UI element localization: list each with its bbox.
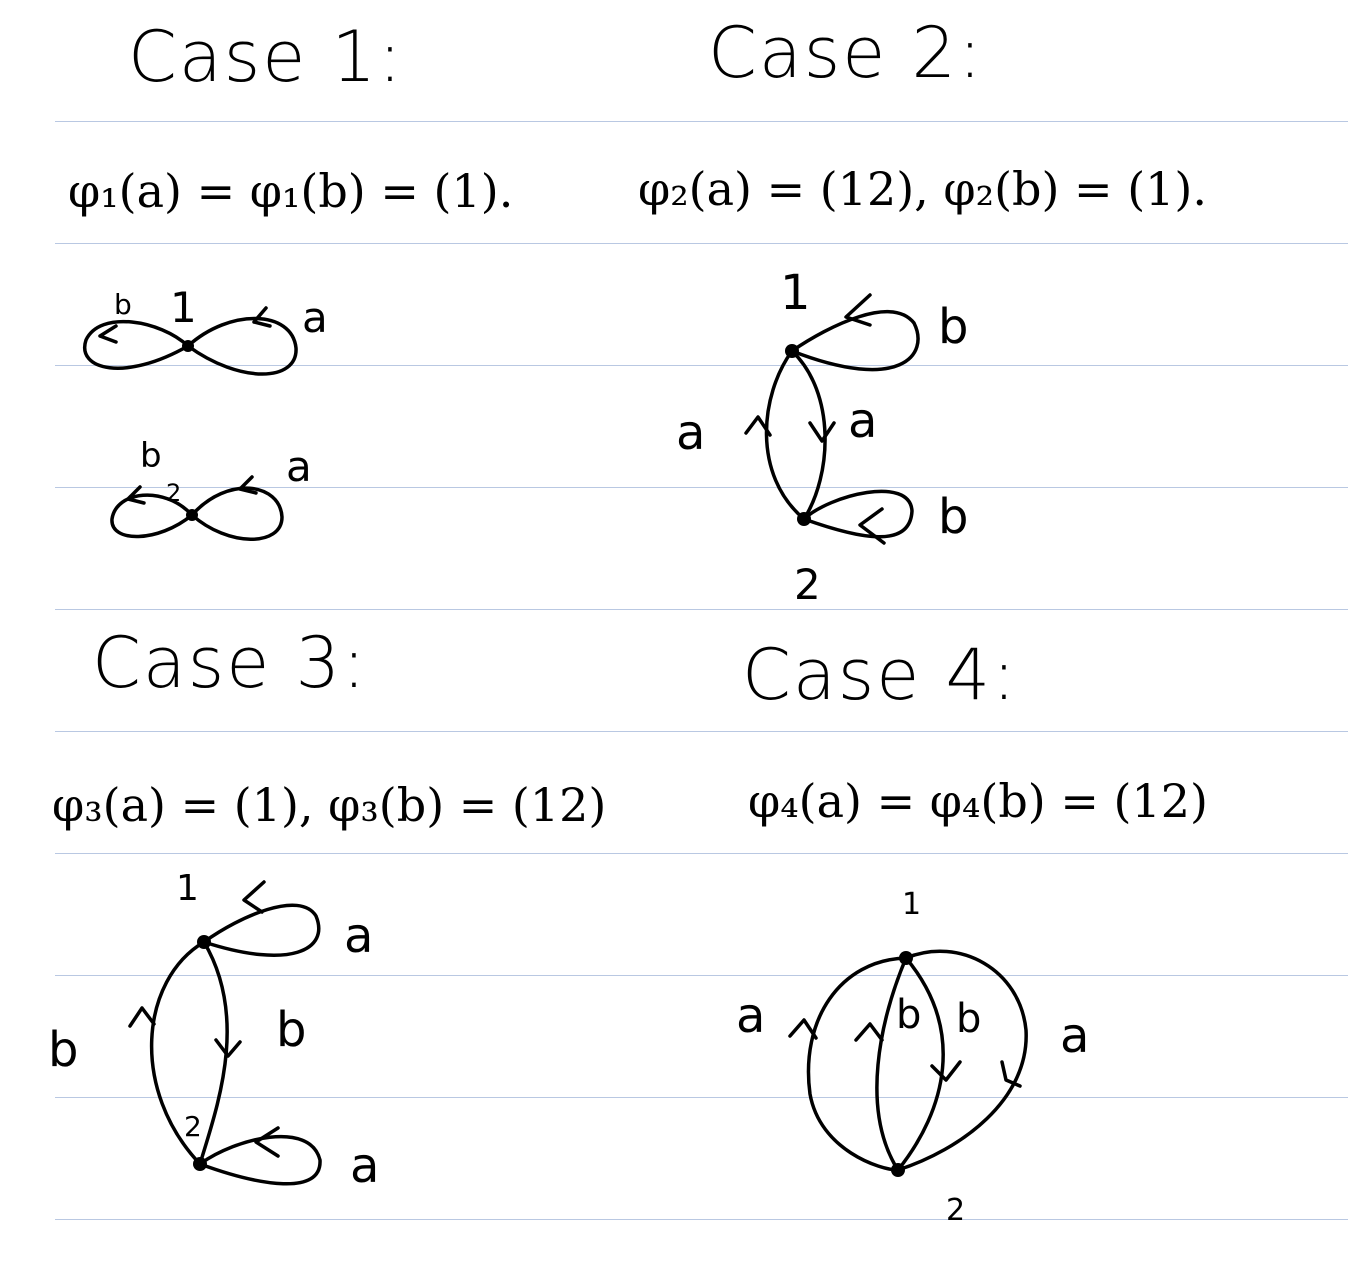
loop-label-b-top: b [938, 299, 968, 355]
edge-b-inner-left [875, 956, 908, 1172]
edge-label-b-left: b [48, 1022, 78, 1078]
case-3-graph: 1 2 b b a a [48, 868, 379, 1194]
case-2-graph: 1 2 a a b b [676, 265, 968, 609]
loop-a-bottom [198, 1134, 322, 1186]
case-2-formula: φ₂(a) = (12), φ₂(b) = (1). [638, 162, 1207, 216]
arrow-left [744, 415, 772, 437]
ruled-line [55, 365, 1348, 366]
loop-b-top [790, 310, 920, 372]
vertex-label: 2 [166, 479, 181, 507]
ruled-line [55, 1219, 1348, 1220]
edge-b-left [149, 940, 206, 1166]
edge-a-outer-right [896, 949, 1028, 1172]
vertex-label: 1 [170, 283, 197, 332]
arrow-top-loop [844, 293, 872, 327]
loop-label-b: b [140, 436, 162, 476]
arrow-bottom-loop [858, 507, 886, 545]
arrow-a [252, 306, 272, 328]
arrow-inner-right [930, 1060, 962, 1082]
arrow-bottom-loop [254, 1126, 280, 1158]
arrow-b [98, 324, 118, 344]
edge-b-inner-right [896, 956, 945, 1172]
case-4-graph: 1 2 a b b a [736, 887, 1089, 1228]
arrow-left [128, 1006, 156, 1028]
loop-label-b: b [114, 288, 132, 321]
ruled-line [55, 487, 1348, 488]
edge-label-b-right: b [956, 996, 981, 1042]
case-1-title: Case 1: [128, 16, 404, 98]
loop-label-a: a [302, 293, 328, 342]
arrow-outer-right [1000, 1060, 1022, 1088]
ruled-line [55, 1097, 1348, 1098]
case-3-formula: φ₃(a) = (1), φ₃(b) = (12) [52, 778, 607, 832]
ruled-line [55, 243, 1348, 244]
ruled-line [55, 975, 1348, 976]
vertex-2-label: 2 [184, 1110, 202, 1143]
ruled-line [55, 121, 1348, 122]
loop-a [190, 486, 284, 541]
case-1-formula: φ₁(a) = φ₁(b) = (1). [68, 164, 514, 218]
case-1-graph-a: 1 b a [82, 283, 328, 376]
ruled-line [55, 731, 1348, 732]
vertex-1 [182, 340, 194, 352]
loop-a [186, 316, 298, 376]
ruled-line [55, 609, 1348, 610]
edge-label-b-left: b [896, 992, 921, 1038]
loop-a-top [202, 903, 321, 957]
edge-a-outer-left [806, 956, 908, 1172]
edge-label-a-right: a [848, 393, 877, 449]
vertex-1-label: 1 [176, 868, 199, 909]
vertex-2-label: 2 [794, 560, 821, 609]
edge-label-a-left: a [676, 405, 705, 461]
loop-b [82, 319, 190, 370]
vertex-1-label: 1 [780, 265, 811, 321]
edge-label-b-right: b [276, 1002, 306, 1058]
arrow-b [126, 485, 146, 505]
case-3-title: Case 3: [92, 622, 368, 704]
loop-label-b-bottom: b [938, 489, 968, 545]
edge-label-a-right: a [1060, 1008, 1089, 1064]
loop-b-bottom [802, 489, 914, 539]
vertex-2-label: 2 [946, 1193, 965, 1228]
arrow-top-loop [242, 880, 266, 914]
case-4-formula: φ₄(a) = φ₄(b) = (12) [748, 774, 1208, 828]
loop-label-a-bottom: a [350, 1138, 379, 1194]
ruled-line [55, 853, 1348, 854]
arrow-right [214, 1038, 242, 1058]
edge-b-right [198, 940, 229, 1166]
vertex-2 [186, 509, 198, 521]
loop-label-a: a [286, 442, 312, 491]
case-1-graph-b: 2 b a [110, 436, 312, 541]
case-4-title: Case 4: [742, 634, 1018, 716]
arrow-a [238, 475, 258, 495]
edge-label-a-left: a [736, 988, 765, 1044]
loop-label-a-top: a [344, 908, 373, 964]
arrow-inner-left [854, 1022, 884, 1042]
vertex-1-label: 1 [902, 887, 921, 922]
case-2-title: Case 2: [708, 12, 984, 94]
arrow-outer-left [788, 1018, 818, 1040]
arrow-right [808, 421, 836, 443]
edge-a-right [790, 349, 827, 521]
edge-a-left [764, 349, 806, 521]
loop-b [110, 493, 194, 539]
